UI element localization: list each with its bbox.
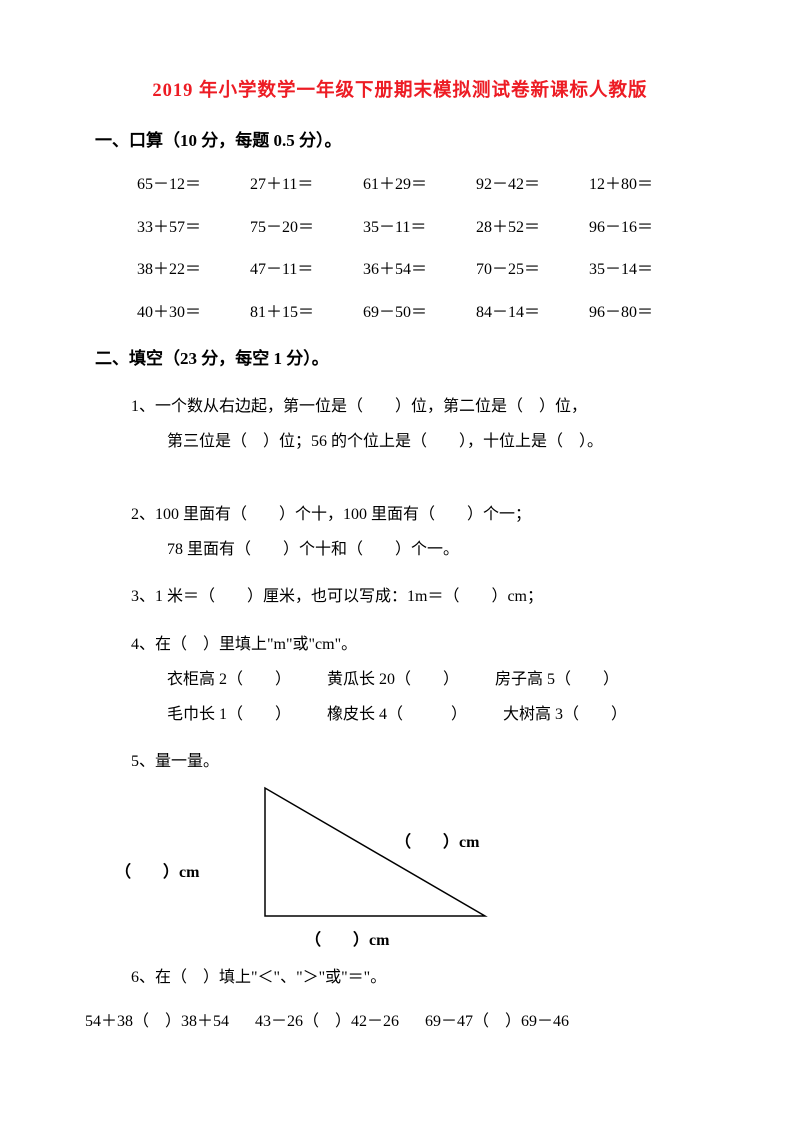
section2-header: 二、填空（23 分，每空 1 分）。 bbox=[95, 344, 705, 375]
math-item: 47－11＝ bbox=[250, 256, 363, 285]
math-item: 69－50＝ bbox=[363, 299, 476, 328]
math-item: 92－42＝ bbox=[476, 171, 589, 200]
page-title: 2019 年小学数学一年级下册期末模拟测试卷新课标人教版 bbox=[95, 75, 705, 108]
q1-line1: 1、一个数从右边起，第一位是（ ）位，第二位是（ ）位， bbox=[115, 389, 705, 424]
q3-text: 3、1 米＝（ ）厘米，也可以写成：1m＝（ ）cm； bbox=[115, 579, 705, 614]
q4-item: 衣柜高 2（ ） bbox=[167, 662, 291, 697]
triangle-diagram: （ ）cm （ ）cm （ ）cm bbox=[135, 783, 495, 948]
fill-blank-block: 1、一个数从右边起，第一位是（ ）位，第二位是（ ）位， 第三位是（ ）位；56… bbox=[95, 389, 705, 1037]
math-item: 38＋22＝ bbox=[137, 256, 250, 285]
q4-item: 大树高 3（ ） bbox=[503, 697, 627, 732]
triangle-label-left: （ ）cm bbox=[115, 855, 199, 890]
q6-item: 69－47（ ）69－46 bbox=[425, 1008, 569, 1037]
math-row-4: 40＋30＝ 81＋15＝ 69－50＝ 84－14＝ 96－80＝ bbox=[137, 299, 705, 328]
math-item: 35－11＝ bbox=[363, 214, 476, 243]
triangle-label-right: （ ）cm bbox=[395, 825, 479, 860]
q5-header: 5、量一量。 bbox=[115, 744, 705, 779]
mental-math-block: 65－12＝ 27＋11＝ 61＋29＝ 92－42＝ 12＋80＝ 33＋57… bbox=[95, 171, 705, 328]
math-item: 96－80＝ bbox=[589, 299, 702, 328]
section1-header: 一、口算（10 分，每题 0.5 分）。 bbox=[95, 126, 705, 157]
q6-items: 54＋38（ ）38＋54 43－26（ ）42－26 69－47（ ）69－4… bbox=[85, 1008, 705, 1037]
question-1: 1、一个数从右边起，第一位是（ ）位，第二位是（ ）位， 第三位是（ ）位；56… bbox=[115, 389, 705, 459]
math-item: 40＋30＝ bbox=[137, 299, 250, 328]
question-4: 4、在（ ）里填上"m"或"cm"。 衣柜高 2（ ） 黄瓜长 20（ ） 房子… bbox=[115, 627, 705, 733]
math-item: 28＋52＝ bbox=[476, 214, 589, 243]
q2-line1: 2、100 里面有（ ）个十，100 里面有（ ）个一； bbox=[115, 497, 705, 532]
math-row-2: 33＋57＝ 75－20＝ 35－11＝ 28＋52＝ 96－16＝ bbox=[137, 214, 705, 243]
math-item: 65－12＝ bbox=[137, 171, 250, 200]
math-item: 96－16＝ bbox=[589, 214, 702, 243]
math-item: 61＋29＝ bbox=[363, 171, 476, 200]
q4-item: 毛巾长 1（ ） bbox=[167, 697, 291, 732]
q4-row2: 毛巾长 1（ ） 橡皮长 4（ ） 大树高 3（ ） bbox=[115, 697, 705, 732]
math-item: 33＋57＝ bbox=[137, 214, 250, 243]
q6-item: 54＋38（ ）38＋54 bbox=[85, 1008, 229, 1037]
q4-item: 橡皮长 4（ ） bbox=[327, 697, 467, 732]
q6-item: 43－26（ ）42－26 bbox=[255, 1008, 399, 1037]
math-item: 70－25＝ bbox=[476, 256, 589, 285]
math-item: 75－20＝ bbox=[250, 214, 363, 243]
math-row-1: 65－12＝ 27＋11＝ 61＋29＝ 92－42＝ 12＋80＝ bbox=[137, 171, 705, 200]
q2-line2: 78 里面有（ ）个十和（ ）个一。 bbox=[115, 532, 705, 567]
q1-line2: 第三位是（ ）位；56 的个位上是（ ），十位上是（ ）。 bbox=[115, 424, 705, 459]
q5-container: （ ）cm （ ）cm （ ）cm bbox=[135, 783, 705, 948]
math-item: 35－14＝ bbox=[589, 256, 702, 285]
question-6: 6、在（ ）填上"＜"、"＞"或"＝"。 bbox=[115, 960, 705, 995]
q6-header: 6、在（ ）填上"＜"、"＞"或"＝"。 bbox=[115, 960, 705, 995]
q4-item: 黄瓜长 20（ ） bbox=[327, 662, 459, 697]
question-2: 2、100 里面有（ ）个十，100 里面有（ ）个一； 78 里面有（ ）个十… bbox=[115, 497, 705, 567]
math-row-3: 38＋22＝ 47－11＝ 36＋54＝ 70－25＝ 35－14＝ bbox=[137, 256, 705, 285]
question-5: 5、量一量。 （ ）cm （ ）cm （ ）cm bbox=[115, 744, 705, 948]
math-item: 27＋11＝ bbox=[250, 171, 363, 200]
triangle-label-bottom: （ ）cm bbox=[305, 923, 389, 958]
question-3: 3、1 米＝（ ）厘米，也可以写成：1m＝（ ）cm； bbox=[115, 579, 705, 614]
q4-row1: 衣柜高 2（ ） 黄瓜长 20（ ） 房子高 5（ ） bbox=[115, 662, 705, 697]
q4-header: 4、在（ ）里填上"m"或"cm"。 bbox=[115, 627, 705, 662]
q4-item: 房子高 5（ ） bbox=[495, 662, 619, 697]
math-item: 36＋54＝ bbox=[363, 256, 476, 285]
math-item: 81＋15＝ bbox=[250, 299, 363, 328]
math-item: 84－14＝ bbox=[476, 299, 589, 328]
math-item: 12＋80＝ bbox=[589, 171, 702, 200]
